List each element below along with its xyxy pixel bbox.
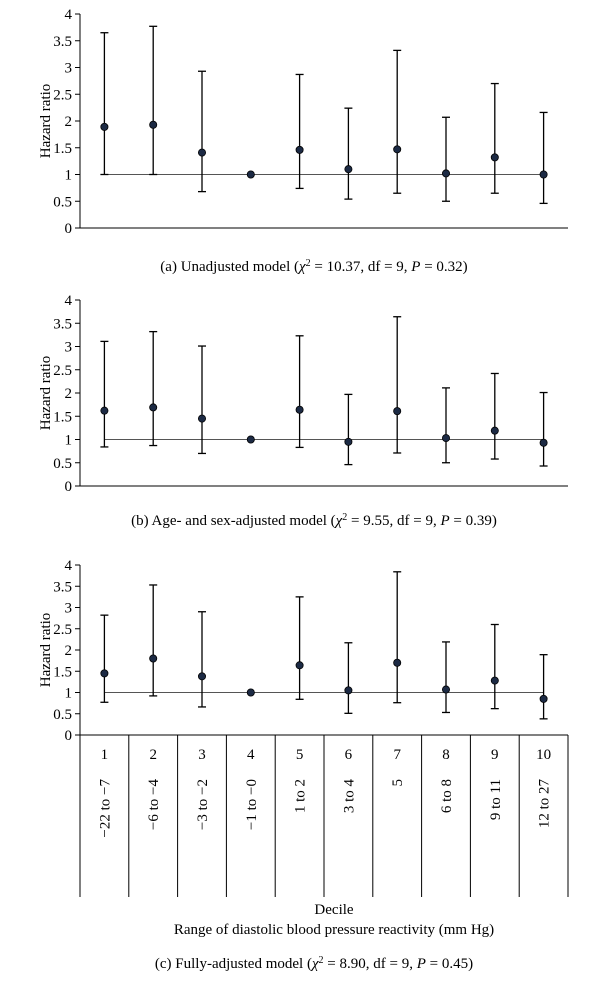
y-tick-label: 1 bbox=[65, 433, 73, 449]
range-label-decile-1: −22 to −7 bbox=[97, 779, 113, 838]
data-point-decile-2 bbox=[149, 403, 158, 412]
y-tick-label: 1.5 bbox=[53, 141, 72, 157]
y-tick-label: 2 bbox=[65, 643, 73, 659]
data-point-decile-5 bbox=[295, 145, 304, 154]
panel-caption: (b) Age- and sex-adjusted model (χ2 = 9.… bbox=[131, 512, 497, 530]
range-label-decile-9: 9 to 11 bbox=[488, 779, 504, 820]
data-point-decile-5 bbox=[295, 405, 304, 414]
decile-label-9: 9 bbox=[491, 747, 499, 763]
y-tick-label: 1 bbox=[65, 686, 73, 702]
chart-panel-b: 0 0.5 1 1.5 2 2.5 3 3.5 4 Hazard ratio (b) Age- an… bbox=[38, 293, 568, 529]
decile-label-2: 2 bbox=[149, 747, 157, 763]
data-point-decile-4 bbox=[246, 435, 255, 444]
y-tick-label: 0 bbox=[65, 728, 73, 744]
decile-label-5: 5 bbox=[296, 747, 304, 763]
y-tick-label: 4 bbox=[65, 558, 73, 574]
range-label-decile-6: 3 to 4 bbox=[341, 779, 357, 814]
decile-label-8: 8 bbox=[442, 747, 450, 763]
data-point-decile-7 bbox=[393, 658, 402, 667]
y-tick-label: 3 bbox=[65, 61, 73, 77]
range-label-decile-4: −1 to −0 bbox=[244, 779, 260, 830]
y-tick-label: 0.5 bbox=[53, 707, 72, 723]
y-tick-label: 0 bbox=[65, 479, 73, 495]
data-point-decile-3 bbox=[197, 414, 206, 423]
data-point-decile-4 bbox=[246, 688, 255, 697]
y-tick-label: 1.5 bbox=[53, 664, 72, 680]
range-label-decile-8: 6 to 8 bbox=[439, 779, 455, 813]
data-point-decile-7 bbox=[393, 407, 402, 416]
range-label-decile-5: 1 to 2 bbox=[293, 779, 309, 813]
y-axis-title: Hazard ratio bbox=[38, 84, 54, 159]
range-label-decile-10: 12 to 27 bbox=[537, 779, 553, 829]
decile-label-3: 3 bbox=[198, 747, 206, 763]
y-tick-label: 2.5 bbox=[53, 87, 72, 103]
y-tick-label: 2 bbox=[65, 386, 73, 402]
decile-label-1: 1 bbox=[101, 747, 109, 763]
x-axis-title-range: Range of diastolic blood pressure reacti… bbox=[174, 922, 494, 938]
data-point-decile-1 bbox=[100, 122, 109, 131]
data-point-decile-6 bbox=[344, 165, 353, 174]
y-tick-label: 2.5 bbox=[53, 363, 72, 379]
panel-caption: (c) Fully-adjusted model (χ2 = 8.90, df … bbox=[155, 955, 473, 973]
data-point-decile-7 bbox=[393, 145, 402, 154]
decile-label-6: 6 bbox=[345, 747, 353, 763]
data-point-decile-8 bbox=[441, 434, 450, 443]
data-point-decile-10 bbox=[539, 170, 548, 179]
data-point-decile-8 bbox=[441, 169, 450, 178]
y-tick-label: 3.5 bbox=[53, 316, 72, 332]
y-tick-label: 0.5 bbox=[53, 194, 72, 210]
y-tick-label: 3.5 bbox=[53, 579, 72, 595]
y-axis-title: Hazard ratio bbox=[38, 356, 54, 431]
y-axis-title: Hazard ratio bbox=[38, 613, 54, 688]
data-point-decile-9 bbox=[490, 153, 499, 162]
data-point-decile-9 bbox=[490, 426, 499, 435]
y-tick-label: 4 bbox=[65, 7, 73, 23]
data-point-decile-6 bbox=[344, 437, 353, 446]
x-axis-title-decile: Decile bbox=[314, 902, 353, 918]
data-point-decile-9 bbox=[490, 676, 499, 685]
y-tick-label: 0 bbox=[65, 221, 73, 237]
data-point-decile-4 bbox=[246, 170, 255, 179]
y-tick-label: 2 bbox=[65, 114, 73, 130]
data-point-decile-3 bbox=[197, 672, 206, 681]
data-point-decile-3 bbox=[197, 148, 206, 157]
y-tick-label: 3 bbox=[65, 340, 73, 356]
range-label-decile-7: 5 bbox=[390, 779, 406, 787]
decile-label-4: 4 bbox=[247, 747, 255, 763]
data-point-decile-5 bbox=[295, 661, 304, 670]
y-tick-label: 4 bbox=[65, 293, 73, 309]
range-label-decile-2: −6 to −4 bbox=[146, 779, 162, 831]
y-tick-label: 2.5 bbox=[53, 622, 72, 638]
chart-panel-a: 0 0.5 1 1.5 2 2.5 3 3.5 4 Hazard ratio (a) Unadjus… bbox=[38, 7, 568, 275]
y-tick-label: 3.5 bbox=[53, 34, 72, 50]
data-point-decile-2 bbox=[149, 120, 158, 129]
decile-label-10: 10 bbox=[536, 747, 551, 763]
y-tick-label: 3 bbox=[65, 601, 73, 617]
chart-panel-c: 0 0.5 1 1.5 2 2.5 3 3.5 4 Hazard ratio 1 2 3 4 5 6 7 8 9 10… bbox=[38, 558, 569, 973]
y-tick-label: 0.5 bbox=[53, 456, 72, 472]
decile-label-7: 7 bbox=[393, 747, 401, 763]
panel-caption: (a) Unadjusted model (χ2 = 10.37, df = 9… bbox=[160, 258, 467, 276]
range-label-decile-3: −3 to −2 bbox=[195, 779, 211, 830]
data-point-decile-1 bbox=[100, 406, 109, 415]
data-point-decile-1 bbox=[100, 669, 109, 678]
data-point-decile-10 bbox=[539, 694, 548, 703]
data-point-decile-8 bbox=[441, 685, 450, 694]
y-tick-label: 1 bbox=[65, 168, 73, 184]
data-point-decile-10 bbox=[539, 438, 548, 447]
data-point-decile-6 bbox=[344, 686, 353, 695]
y-tick-label: 1.5 bbox=[53, 409, 72, 425]
data-point-decile-2 bbox=[149, 654, 158, 663]
